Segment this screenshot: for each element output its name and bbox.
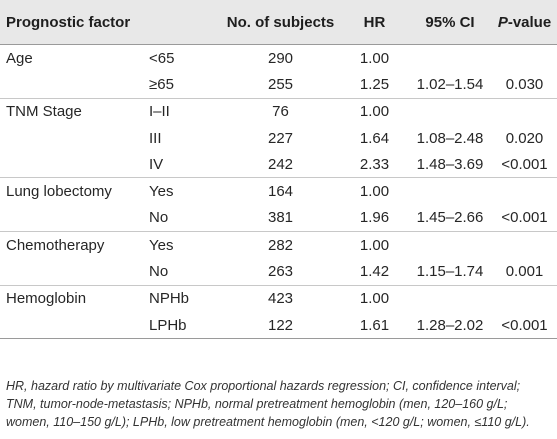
cell-factor	[0, 125, 145, 151]
header-p-letter: P	[497, 13, 508, 31]
header-p-value: P-value	[492, 0, 557, 45]
cell-level: No	[149, 263, 169, 281]
table-row: Lung lobectomy Yes 164 1.00	[0, 177, 557, 205]
cell-level: Yes	[145, 177, 220, 205]
cell-subjects: 122	[220, 311, 341, 340]
header-95-ci: 95% CI	[408, 0, 492, 45]
cell-level: <65	[149, 49, 175, 67]
table-row: Hemoglobin NPHb 423 1.00	[0, 284, 557, 312]
cell-hr: 1.00	[341, 284, 408, 312]
cell-subjects: 76	[220, 97, 341, 125]
cell-p	[492, 177, 557, 205]
cell-factor: Age	[6, 49, 33, 67]
cell-p	[492, 45, 557, 72]
cell-subjects: 164	[220, 177, 341, 205]
table-row: Age <65 290 1.00	[0, 45, 557, 72]
cell-hr: 1.00	[341, 231, 408, 259]
prognostic-factor-table: Prognostic factor No. of subjects HR 95%…	[0, 0, 557, 340]
cell-factor	[0, 151, 145, 178]
cell-ci	[408, 284, 492, 312]
table-row: ≥65 255 1.25 1.02–1.54 0.030	[0, 71, 557, 98]
cell-subjects: 423	[220, 284, 341, 312]
cell-factor	[0, 205, 145, 232]
cell-hr: 1.00	[359, 49, 390, 67]
cell-p: 0.030	[505, 75, 544, 93]
cell-subjects: 242	[267, 155, 294, 173]
cell-subjects: 263	[267, 263, 294, 281]
cell-ci: 1.08–2.48	[416, 129, 484, 147]
cell-level: IV	[149, 155, 164, 173]
cell-level: LPHb	[145, 311, 220, 340]
cell-p	[492, 284, 557, 312]
cell-subjects: 255	[267, 75, 294, 93]
header-level	[145, 0, 220, 45]
cell-factor	[0, 311, 145, 340]
cell-p: <0.001	[501, 209, 548, 227]
header-row: Prognostic factor No. of subjects HR 95%…	[0, 0, 557, 45]
cell-p: <0.001	[501, 155, 548, 173]
cell-hr: 1.96	[359, 209, 390, 227]
table-row: TNM Stage I–II 76 1.00	[0, 97, 557, 125]
header-prognostic-factor: Prognostic factor	[0, 0, 145, 45]
cell-p: 0.020	[505, 129, 544, 147]
cell-level: ≥65	[149, 75, 174, 93]
cell-ci: 1.45–2.66	[416, 209, 484, 227]
cell-hr: 1.61	[341, 311, 408, 340]
table-row: No 263 1.42 1.15–1.74 0.001	[0, 258, 557, 285]
table-row: No 381 1.96 1.45–2.66 <0.001	[0, 205, 557, 232]
cell-ci: 1.28–2.02	[408, 311, 492, 340]
cell-level: III	[149, 129, 162, 147]
cell-level: Yes	[145, 231, 220, 259]
cell-p: 0.001	[505, 263, 544, 281]
cell-factor: Hemoglobin	[0, 284, 145, 312]
footnote-text: HR, hazard ratio by multivariate Cox pro…	[6, 379, 530, 429]
cell-hr: 1.25	[359, 75, 390, 93]
cell-factor	[0, 258, 145, 285]
cell-factor: Chemotherapy	[0, 231, 145, 259]
header-p-suffix: -value	[507, 13, 552, 31]
cell-ci: 1.15–1.74	[416, 263, 484, 281]
cell-subjects: 282	[220, 231, 341, 259]
cell-p	[492, 97, 557, 125]
cell-hr: 1.42	[359, 263, 390, 281]
cell-level: I–II	[145, 97, 220, 125]
cell-factor	[0, 71, 145, 98]
header-hr: HR	[341, 0, 408, 45]
cell-hr: 1.00	[341, 177, 408, 205]
table-row: LPHb 122 1.61 1.28–2.02 <0.001	[0, 311, 557, 340]
cell-factor: TNM Stage	[0, 97, 145, 125]
cell-p	[492, 231, 557, 259]
cell-hr: 1.00	[341, 97, 408, 125]
cell-level: NPHb	[145, 284, 220, 312]
table-row: III 227 1.64 1.08–2.48 0.020	[0, 125, 557, 151]
table-row: Chemotherapy Yes 282 1.00	[0, 231, 557, 259]
cell-hr: 2.33	[359, 155, 390, 173]
table-body: Age <65 290 1.00 ≥65 255 1.25 1.02–1.54 …	[0, 45, 557, 340]
cell-subjects: 227	[267, 129, 294, 147]
cell-factor: Lung lobectomy	[0, 177, 145, 205]
table-header: Prognostic factor No. of subjects HR 95%…	[0, 0, 557, 45]
cell-level: No	[149, 209, 169, 227]
cell-p: <0.001	[492, 311, 557, 340]
table-footnote: HR, hazard ratio by multivariate Cox pro…	[6, 377, 552, 431]
cell-ci	[408, 97, 492, 125]
cell-subjects: 290	[267, 49, 294, 67]
cell-hr: 1.64	[359, 129, 390, 147]
cell-ci	[408, 45, 492, 72]
cell-ci: 1.02–1.54	[416, 75, 484, 93]
cell-ci	[408, 177, 492, 205]
table-row: IV 242 2.33 1.48–3.69 <0.001	[0, 151, 557, 178]
cell-ci	[408, 231, 492, 259]
header-no-of-subjects: No. of subjects	[220, 0, 341, 45]
cell-subjects: 381	[267, 209, 294, 227]
cell-ci: 1.48–3.69	[416, 155, 484, 173]
